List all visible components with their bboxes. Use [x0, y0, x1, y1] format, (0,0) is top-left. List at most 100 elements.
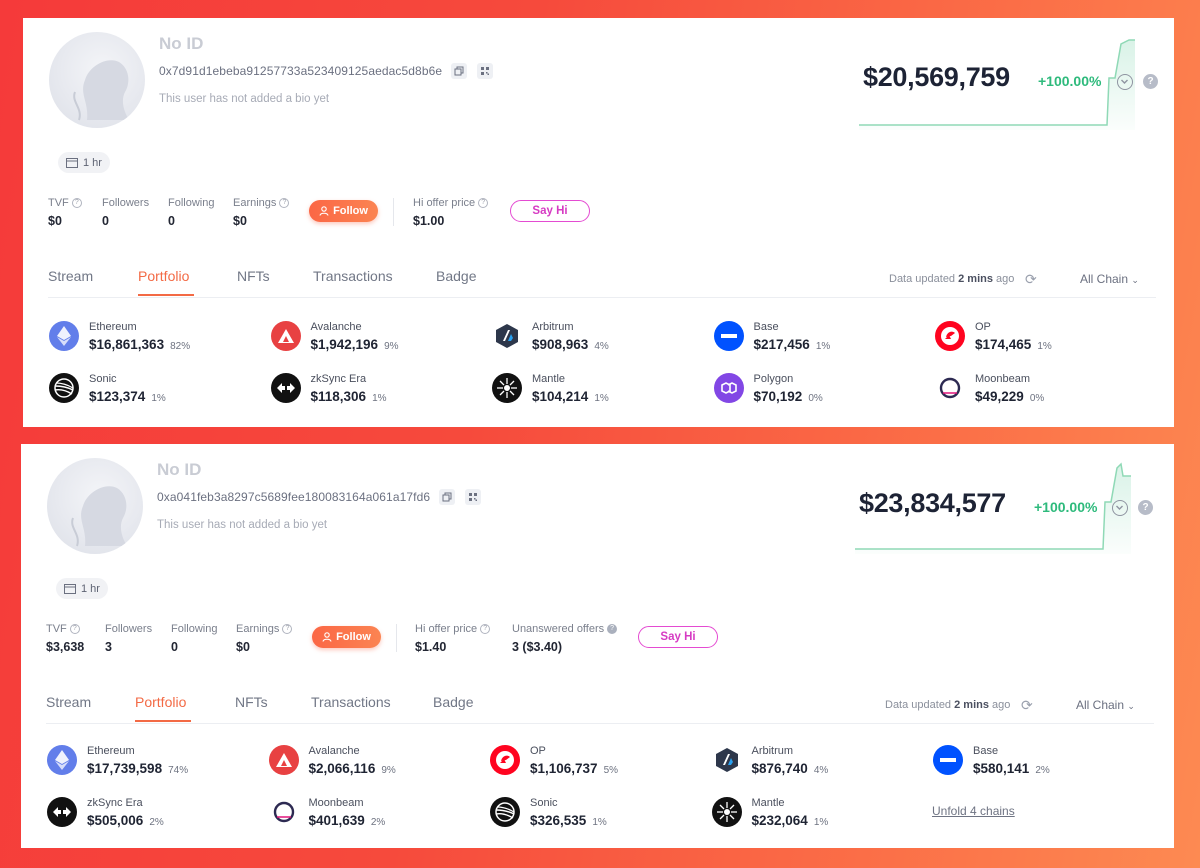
tab-nfts[interactable]: NFTs	[237, 268, 270, 284]
stat-followers[interactable]: Followers 3	[105, 623, 152, 654]
stat-label: Following	[168, 197, 215, 209]
chain-item[interactable]: Mantle $232,064 1%	[711, 795, 912, 831]
chain-item[interactable]: Mantle $104,214 1%	[492, 371, 692, 407]
chain-item[interactable]: zkSync Era $118,306 1%	[270, 371, 471, 407]
chain-filter-dropdown[interactable]: All Chain ⌄	[1076, 698, 1135, 712]
chain-name: Mantle	[532, 373, 566, 385]
help-icon[interactable]: ?	[279, 198, 290, 208]
stat-label: TVF	[48, 197, 69, 209]
unfold-chains-link[interactable]: Unfold 4 chains	[932, 804, 1015, 818]
qr-code-icon[interactable]	[477, 63, 493, 79]
chain-name: Base	[753, 321, 779, 333]
chain-item[interactable]: Moonbeam $49,229 0%	[935, 371, 1135, 407]
chain-item[interactable]: zkSync Era $505,006 2%	[47, 795, 247, 831]
chain-percent: 5%	[603, 765, 619, 776]
stat-label: Following	[171, 623, 218, 635]
chain-item[interactable]: Ethereum $17,739,598 74%	[47, 743, 247, 779]
chain-value: $326,535 1%	[530, 813, 607, 828]
tab-badge[interactable]: Badge	[433, 694, 474, 710]
tab-stream[interactable]: Stream	[48, 268, 94, 284]
chain-item[interactable]: Avalanche $1,942,196 9%	[270, 319, 471, 355]
chain-amount: $104,214	[532, 389, 589, 404]
copy-icon[interactable]	[439, 489, 455, 505]
chain-name: Sonic	[530, 797, 558, 809]
chain-percent: 1%	[594, 393, 609, 404]
help-icon[interactable]: ?	[1143, 74, 1158, 89]
chain-amount: $1,106,737	[530, 761, 598, 776]
net-worth-value: $23,834,577	[859, 488, 1006, 518]
chain-percent: 82%	[170, 341, 191, 352]
ethereum-icon	[47, 745, 77, 775]
qr-code-icon[interactable]	[465, 489, 481, 505]
stat-value: 0	[168, 214, 175, 228]
chain-value: $876,740 4%	[752, 761, 829, 776]
tab-transactions[interactable]: Transactions	[313, 268, 393, 284]
chain-item[interactable]: Arbitrum $908,963 4%	[492, 319, 692, 355]
chain-item[interactable]: Sonic $123,374 1%	[49, 371, 249, 407]
tab-transactions[interactable]: Transactions	[311, 694, 391, 710]
help-icon[interactable]: ?	[71, 198, 82, 208]
follow-button[interactable]: Follow	[312, 626, 381, 648]
chain-item[interactable]: OP $174,465 1%	[935, 319, 1135, 355]
chain-amount: $232,064	[751, 813, 808, 828]
updated-suffix: ago	[996, 273, 1015, 285]
follow-button[interactable]: Follow	[309, 200, 378, 222]
stat-following[interactable]: Following 0	[168, 197, 214, 228]
chain-value: $104,214 1%	[532, 389, 609, 404]
chain-value: $232,064 1%	[752, 813, 829, 828]
help-icon[interactable]: ?	[480, 624, 491, 634]
chain-item[interactable]: Avalanche $2,066,116 9%	[268, 743, 469, 779]
chain-item[interactable]: Arbitrum $876,740 4%	[711, 743, 912, 779]
help-icon[interactable]: ?	[282, 624, 293, 634]
ethereum-icon	[49, 321, 79, 351]
chain-name: Arbitrum	[751, 745, 794, 757]
follow-label: Follow	[336, 631, 371, 643]
stat-label: Earnings	[236, 623, 280, 635]
stat-followers[interactable]: Followers 0	[102, 197, 149, 228]
chain-percent: 1%	[372, 393, 387, 404]
say-hi-button[interactable]: Say Hi	[510, 200, 590, 222]
refresh-icon[interactable]: ⟳	[1025, 271, 1037, 287]
chain-item[interactable]: Polygon $70,192 0%	[713, 371, 914, 407]
chain-name: Avalanche	[308, 745, 360, 757]
profile-bio: This user has not added a bio yet	[159, 93, 330, 105]
chain-item[interactable]: Base $580,141 2%	[933, 743, 1133, 779]
tabs-divider	[46, 723, 1154, 724]
refresh-icon[interactable]: ⟳	[1021, 697, 1033, 713]
chain-item[interactable]: Sonic $326,535 1%	[490, 795, 690, 831]
chain-item[interactable]: Ethereum $16,861,363 82%	[49, 319, 249, 355]
tab-portfolio[interactable]: Portfolio	[135, 694, 187, 710]
avatar	[47, 458, 143, 554]
tab-badge[interactable]: Badge	[436, 268, 477, 284]
profile-name: No ID	[159, 34, 204, 53]
chain-item[interactable]: Moonbeam $401,639 2%	[268, 795, 469, 831]
chain-item[interactable]: OP $1,106,737 5%	[490, 743, 690, 779]
chain-value: $401,639 2%	[309, 813, 386, 828]
tab-nfts[interactable]: NFTs	[235, 694, 268, 710]
tab-stream[interactable]: Stream	[46, 694, 92, 710]
chain-name: Sonic	[89, 373, 117, 385]
say-hi-button[interactable]: Say Hi	[638, 626, 718, 648]
chain-item[interactable]: Base $217,456 1%	[713, 319, 914, 355]
wallet-address: 0x7d91d1ebeba91257733a523409125aedac5d8b…	[159, 64, 443, 78]
stat-following[interactable]: Following 0	[171, 623, 217, 654]
help-icon[interactable]: ?	[607, 624, 618, 634]
chain-percent: 1%	[151, 393, 166, 404]
copy-icon[interactable]	[451, 63, 467, 79]
polygon-icon	[713, 373, 744, 403]
chain-name: Ethereum	[89, 321, 137, 333]
wallet-address: 0xa041feb3a8297c5689fee180083164a061a17f…	[157, 490, 431, 504]
updated-prefix: Data updated	[885, 699, 952, 711]
chevron-down-icon[interactable]	[1112, 500, 1128, 516]
chevron-down-icon[interactable]	[1117, 74, 1133, 90]
chain-value: $1,106,737 5%	[530, 761, 618, 776]
chain-filter-dropdown[interactable]: All Chain ⌄	[1080, 272, 1139, 286]
chain-amount: $326,535	[530, 813, 587, 828]
stat-value: $3,638	[46, 640, 85, 654]
help-icon[interactable]: ?	[1138, 500, 1153, 515]
tab-portfolio[interactable]: Portfolio	[138, 268, 190, 284]
chain-amount: $70,192	[753, 389, 803, 404]
updated-suffix: ago	[992, 699, 1011, 711]
help-icon[interactable]: ?	[69, 624, 80, 634]
help-icon[interactable]: ?	[478, 198, 489, 208]
